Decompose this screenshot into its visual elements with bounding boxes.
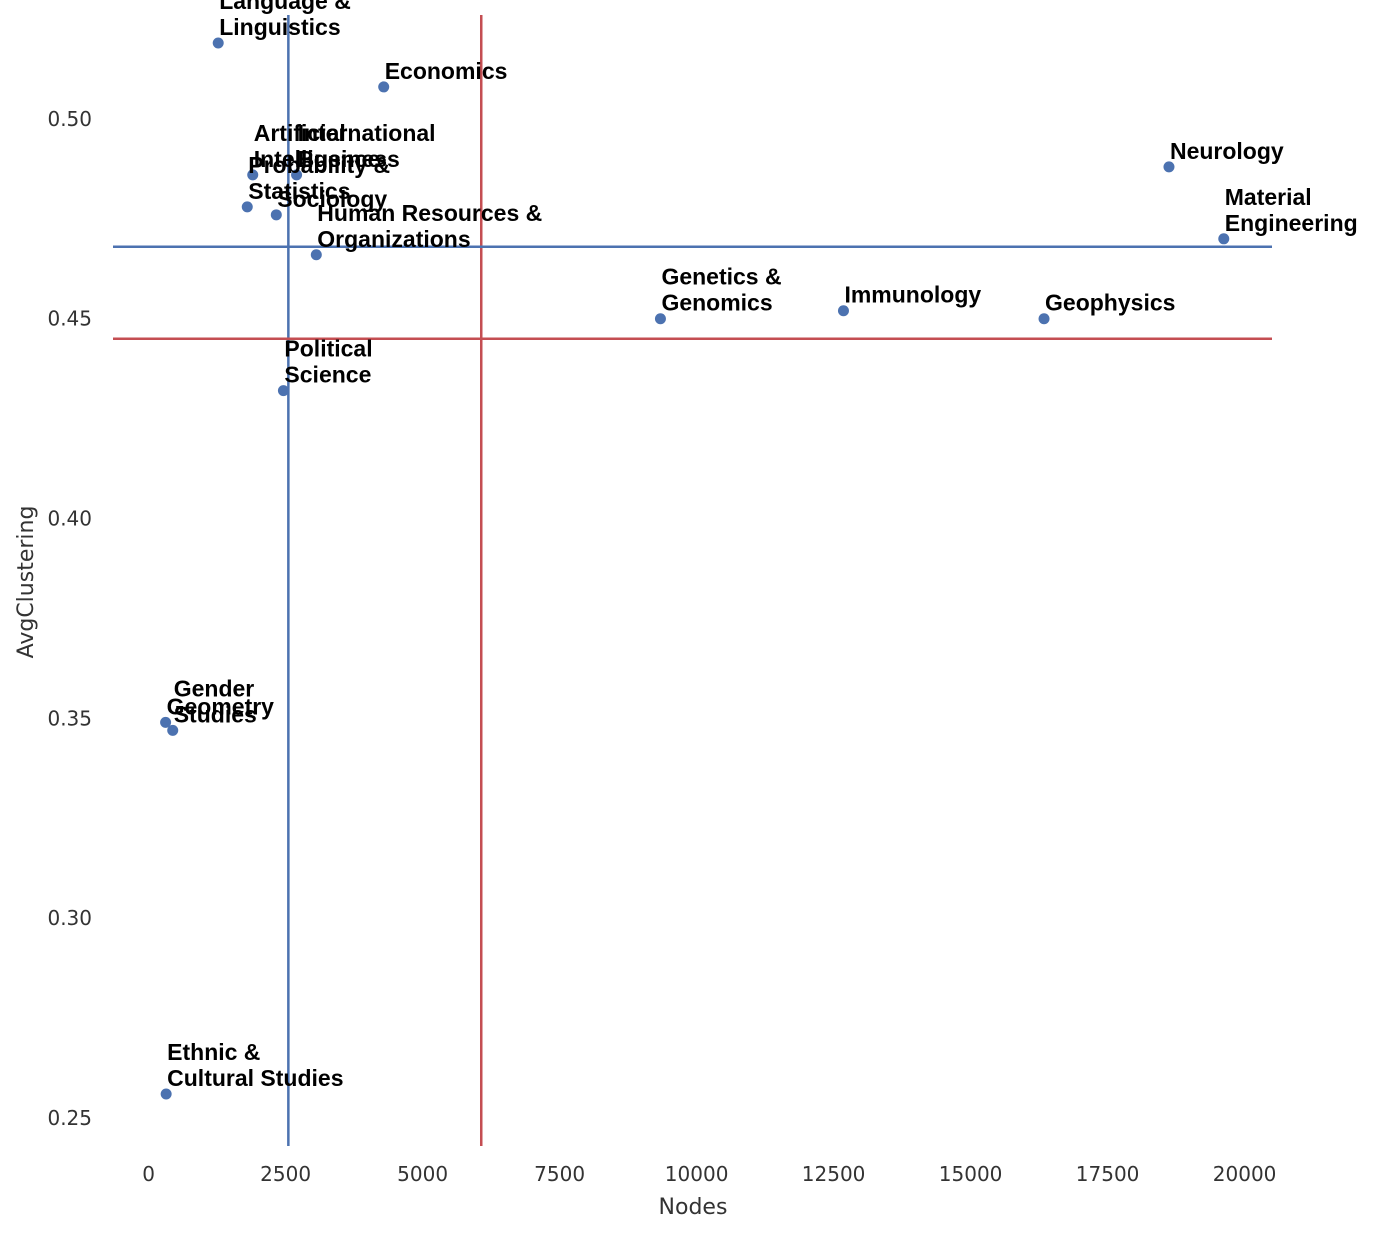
y-tick-label: 0.30 <box>47 906 92 930</box>
x-tick-label: 0 <box>142 1162 155 1186</box>
point-label: Language & Linguistics <box>219 0 351 40</box>
point-label-line: Immunology <box>844 282 981 308</box>
data-point <box>160 1088 172 1100</box>
point-label-line: Linguistics <box>219 14 340 40</box>
x-tick-label: 20000 <box>1213 1162 1277 1186</box>
data-point <box>654 313 666 325</box>
x-tick-label: 12500 <box>802 1162 866 1186</box>
point-label-line: Probability & <box>248 152 390 178</box>
point-label: International Business <box>298 120 436 172</box>
data-point <box>291 169 303 181</box>
data-point <box>277 385 289 397</box>
point-labels: Language & Linguistics Economics Artificial… <box>167 0 1358 1091</box>
point-label: Ethnic & Cultural Studies <box>167 1039 343 1091</box>
data-point <box>1163 161 1175 173</box>
data-point <box>247 169 259 181</box>
point-label: Gender Studies <box>174 675 257 727</box>
point-label-line: Human Resources & <box>317 200 542 226</box>
point-label: Geophysics <box>1045 290 1175 316</box>
data-point <box>160 716 172 728</box>
data-point <box>837 305 849 317</box>
x-tick-label: 17500 <box>1076 1162 1140 1186</box>
y-tick-label: 0.50 <box>47 107 92 131</box>
point-label-line: Artificial <box>254 120 346 146</box>
y-tick-label: 0.40 <box>47 507 92 531</box>
point-label-line: Business <box>298 146 400 172</box>
y-tick-label: 0.25 <box>47 1106 92 1130</box>
point-label-line: Intelligence <box>254 146 381 172</box>
point-label-line: Political <box>284 336 372 362</box>
point-label-line: Studies <box>174 701 257 727</box>
point-label-line: Geometry <box>167 693 275 719</box>
data-point <box>212 37 224 49</box>
point-label-line: Language & <box>219 0 351 14</box>
x-tick-label: 5000 <box>397 1162 448 1186</box>
point-label-line: International <box>298 120 436 146</box>
x-tick-label: 2500 <box>260 1162 311 1186</box>
point-label-line: Material <box>1225 184 1312 210</box>
point-label: Sociology <box>277 186 387 212</box>
data-point <box>1218 233 1230 245</box>
point-label: Geometry <box>167 693 275 719</box>
data-point <box>241 201 253 213</box>
point-label: Neurology <box>1170 138 1284 164</box>
data-point <box>1038 313 1050 325</box>
point-label-line: Science <box>284 362 371 388</box>
x-axis-label: Nodes <box>659 1195 728 1220</box>
y-axis-label: AvgClustering <box>14 506 39 659</box>
point-label-line: Geophysics <box>1045 290 1175 316</box>
point-label-line: Engineering <box>1225 210 1358 236</box>
point-label-line: Genetics & <box>661 264 781 290</box>
x-tick-label: 15000 <box>939 1162 1003 1186</box>
point-label-line: Neurology <box>1170 138 1284 164</box>
data-points <box>160 37 1230 1100</box>
point-label: Genetics & Genomics <box>661 264 781 316</box>
point-label-line: Statistics <box>248 178 350 204</box>
point-label-line: Economics <box>385 58 508 84</box>
point-label: Human Resources & Organizations <box>317 200 542 252</box>
point-label: Artificial Intelligence <box>254 120 381 172</box>
data-point <box>270 209 282 221</box>
point-label-line: Organizations <box>317 226 470 252</box>
data-point <box>310 249 322 261</box>
point-label: Political Science <box>284 336 372 388</box>
x-tick-label: 7500 <box>534 1162 585 1186</box>
y-tick-label: 0.45 <box>47 307 92 331</box>
point-label-line: Genomics <box>661 290 772 316</box>
data-point <box>378 81 390 93</box>
point-label-line: Cultural Studies <box>167 1065 343 1091</box>
point-label: Economics <box>385 58 508 84</box>
data-point <box>167 724 179 736</box>
point-label-line: Sociology <box>277 186 387 212</box>
point-label: Probability & Statistics <box>248 152 390 204</box>
x-axis-ticks: 0 2500 5000 7500 10000 12500 15000 17500 20000 <box>142 1162 1276 1186</box>
reference-lines <box>113 15 1272 1146</box>
y-tick-label: 0.35 <box>47 706 92 730</box>
point-label-line: Ethnic & <box>167 1039 260 1065</box>
point-label: Immunology <box>844 282 981 308</box>
y-axis-ticks: 0.25 0.30 0.35 0.40 0.45 0.50 <box>47 107 92 1130</box>
point-label: Material Engineering <box>1225 184 1358 236</box>
point-label-line: Gender <box>174 675 255 701</box>
x-tick-label: 10000 <box>665 1162 729 1186</box>
